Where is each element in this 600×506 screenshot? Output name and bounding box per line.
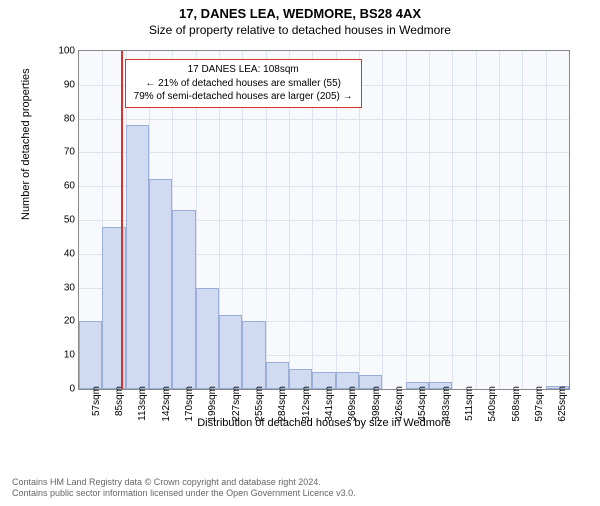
xtick-label: 113sqm [137,386,148,426]
gridline-v [499,51,500,389]
xtick-label: 483sqm [441,386,452,426]
infobox-line-1: 17 DANES LEA: 108sqm [134,63,353,77]
property-info-box: 17 DANES LEA: 108sqm← 21% of detached ho… [125,59,362,108]
ytick-label: 50 [49,215,75,226]
ytick-label: 10 [49,350,75,361]
gridline-v [382,51,383,389]
xtick-label: 199sqm [207,386,218,426]
ytick-label: 80 [49,113,75,124]
ytick-label: 100 [49,46,75,57]
ytick-label: 60 [49,181,75,192]
histogram-bar [149,179,172,389]
ytick-label: 20 [49,316,75,327]
gridline-h [79,119,569,120]
histogram-bar [219,315,242,389]
xtick-label: 227sqm [231,386,242,426]
chart-title: 17, DANES LEA, WEDMORE, BS28 4AX [0,6,600,21]
property-marker-line [121,51,123,389]
xtick-label: 284sqm [277,386,288,426]
gridline-v [452,51,453,389]
y-axis-label: Number of detached properties [20,68,32,220]
footer-line-2: Contains public sector information licen… [12,488,356,500]
xtick-label: 511sqm [464,386,475,426]
xtick-label: 312sqm [301,386,312,426]
xtick-label: 426sqm [394,386,405,426]
footer-line-1: Contains HM Land Registry data © Crown c… [12,477,356,489]
gridline-h [79,152,569,153]
xtick-label: 142sqm [161,386,172,426]
ytick-label: 0 [49,384,75,395]
histogram-bar [266,362,289,389]
gridline-v [546,51,547,389]
gridline-v [476,51,477,389]
infobox-line-3: 79% of semi-detached houses are larger (… [134,90,353,104]
histogram-bar [196,288,219,389]
footer-attribution: Contains HM Land Registry data © Crown c… [12,477,356,500]
xtick-label: 625sqm [557,386,568,426]
xtick-label: 597sqm [534,386,545,426]
histogram-bar [79,321,102,389]
xtick-label: 341sqm [324,386,335,426]
gridline-v [522,51,523,389]
gridline-v [429,51,430,389]
plot-area: Distribution of detached houses by size … [78,50,570,390]
xtick-label: 369sqm [347,386,358,426]
ytick-label: 30 [49,282,75,293]
xtick-label: 398sqm [371,386,382,426]
histogram-bar [126,125,149,389]
ytick-label: 90 [49,79,75,90]
histogram-bar [242,321,265,389]
histogram-bar [172,210,195,389]
xtick-label: 540sqm [487,386,498,426]
chart-subtitle: Size of property relative to detached ho… [0,23,600,37]
xtick-label: 85sqm [114,386,125,426]
chart-container: Number of detached properties Distributi… [48,50,570,430]
gridline-v [406,51,407,389]
xtick-label: 568sqm [511,386,522,426]
xtick-label: 170sqm [184,386,195,426]
ytick-label: 40 [49,248,75,259]
xtick-label: 57sqm [91,386,102,426]
xtick-label: 454sqm [417,386,428,426]
ytick-label: 70 [49,147,75,158]
infobox-line-2: ← 21% of detached houses are smaller (55… [134,77,353,91]
xtick-label: 255sqm [254,386,265,426]
